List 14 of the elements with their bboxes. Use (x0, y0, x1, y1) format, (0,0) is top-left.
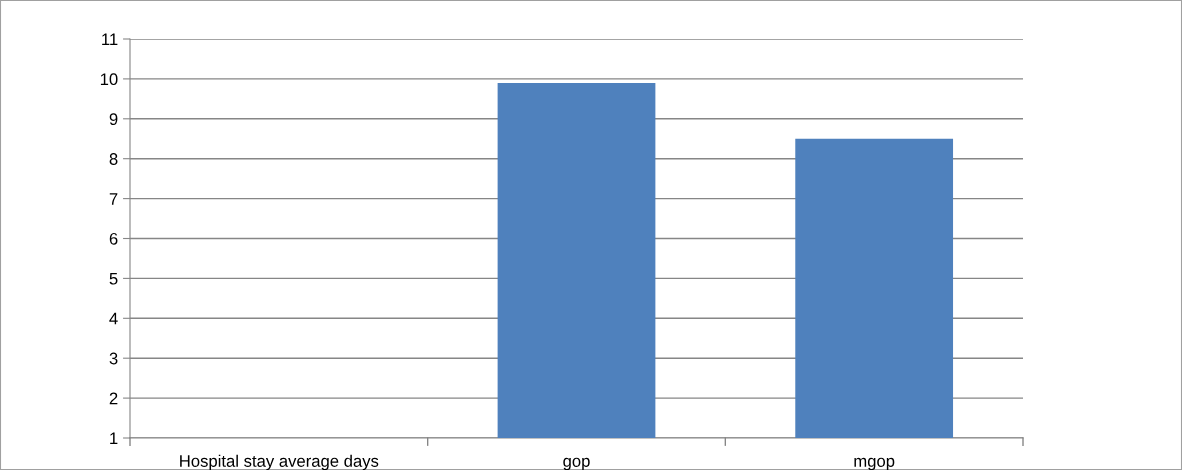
y-tick-label: 7 (109, 193, 118, 205)
y-tick-label: 4 (109, 312, 118, 325)
y-tick-label: 8 (109, 153, 118, 165)
x-tick-label: Hospital stay average days (180, 454, 379, 470)
y-tick-label: 2 (109, 392, 118, 405)
y-tick-label: 10 (100, 73, 118, 86)
y-tick-label: 6 (109, 232, 118, 245)
y-tick-label: 3 (109, 352, 118, 365)
y-tick-label: 9 (109, 113, 118, 125)
x-tick-label: gop (563, 457, 590, 470)
x-tick-label: mgop (854, 457, 895, 470)
y-tick-label: 1 (110, 432, 118, 445)
y-tick-label: 11 (102, 33, 118, 46)
y-tick-label: 5 (109, 272, 118, 285)
